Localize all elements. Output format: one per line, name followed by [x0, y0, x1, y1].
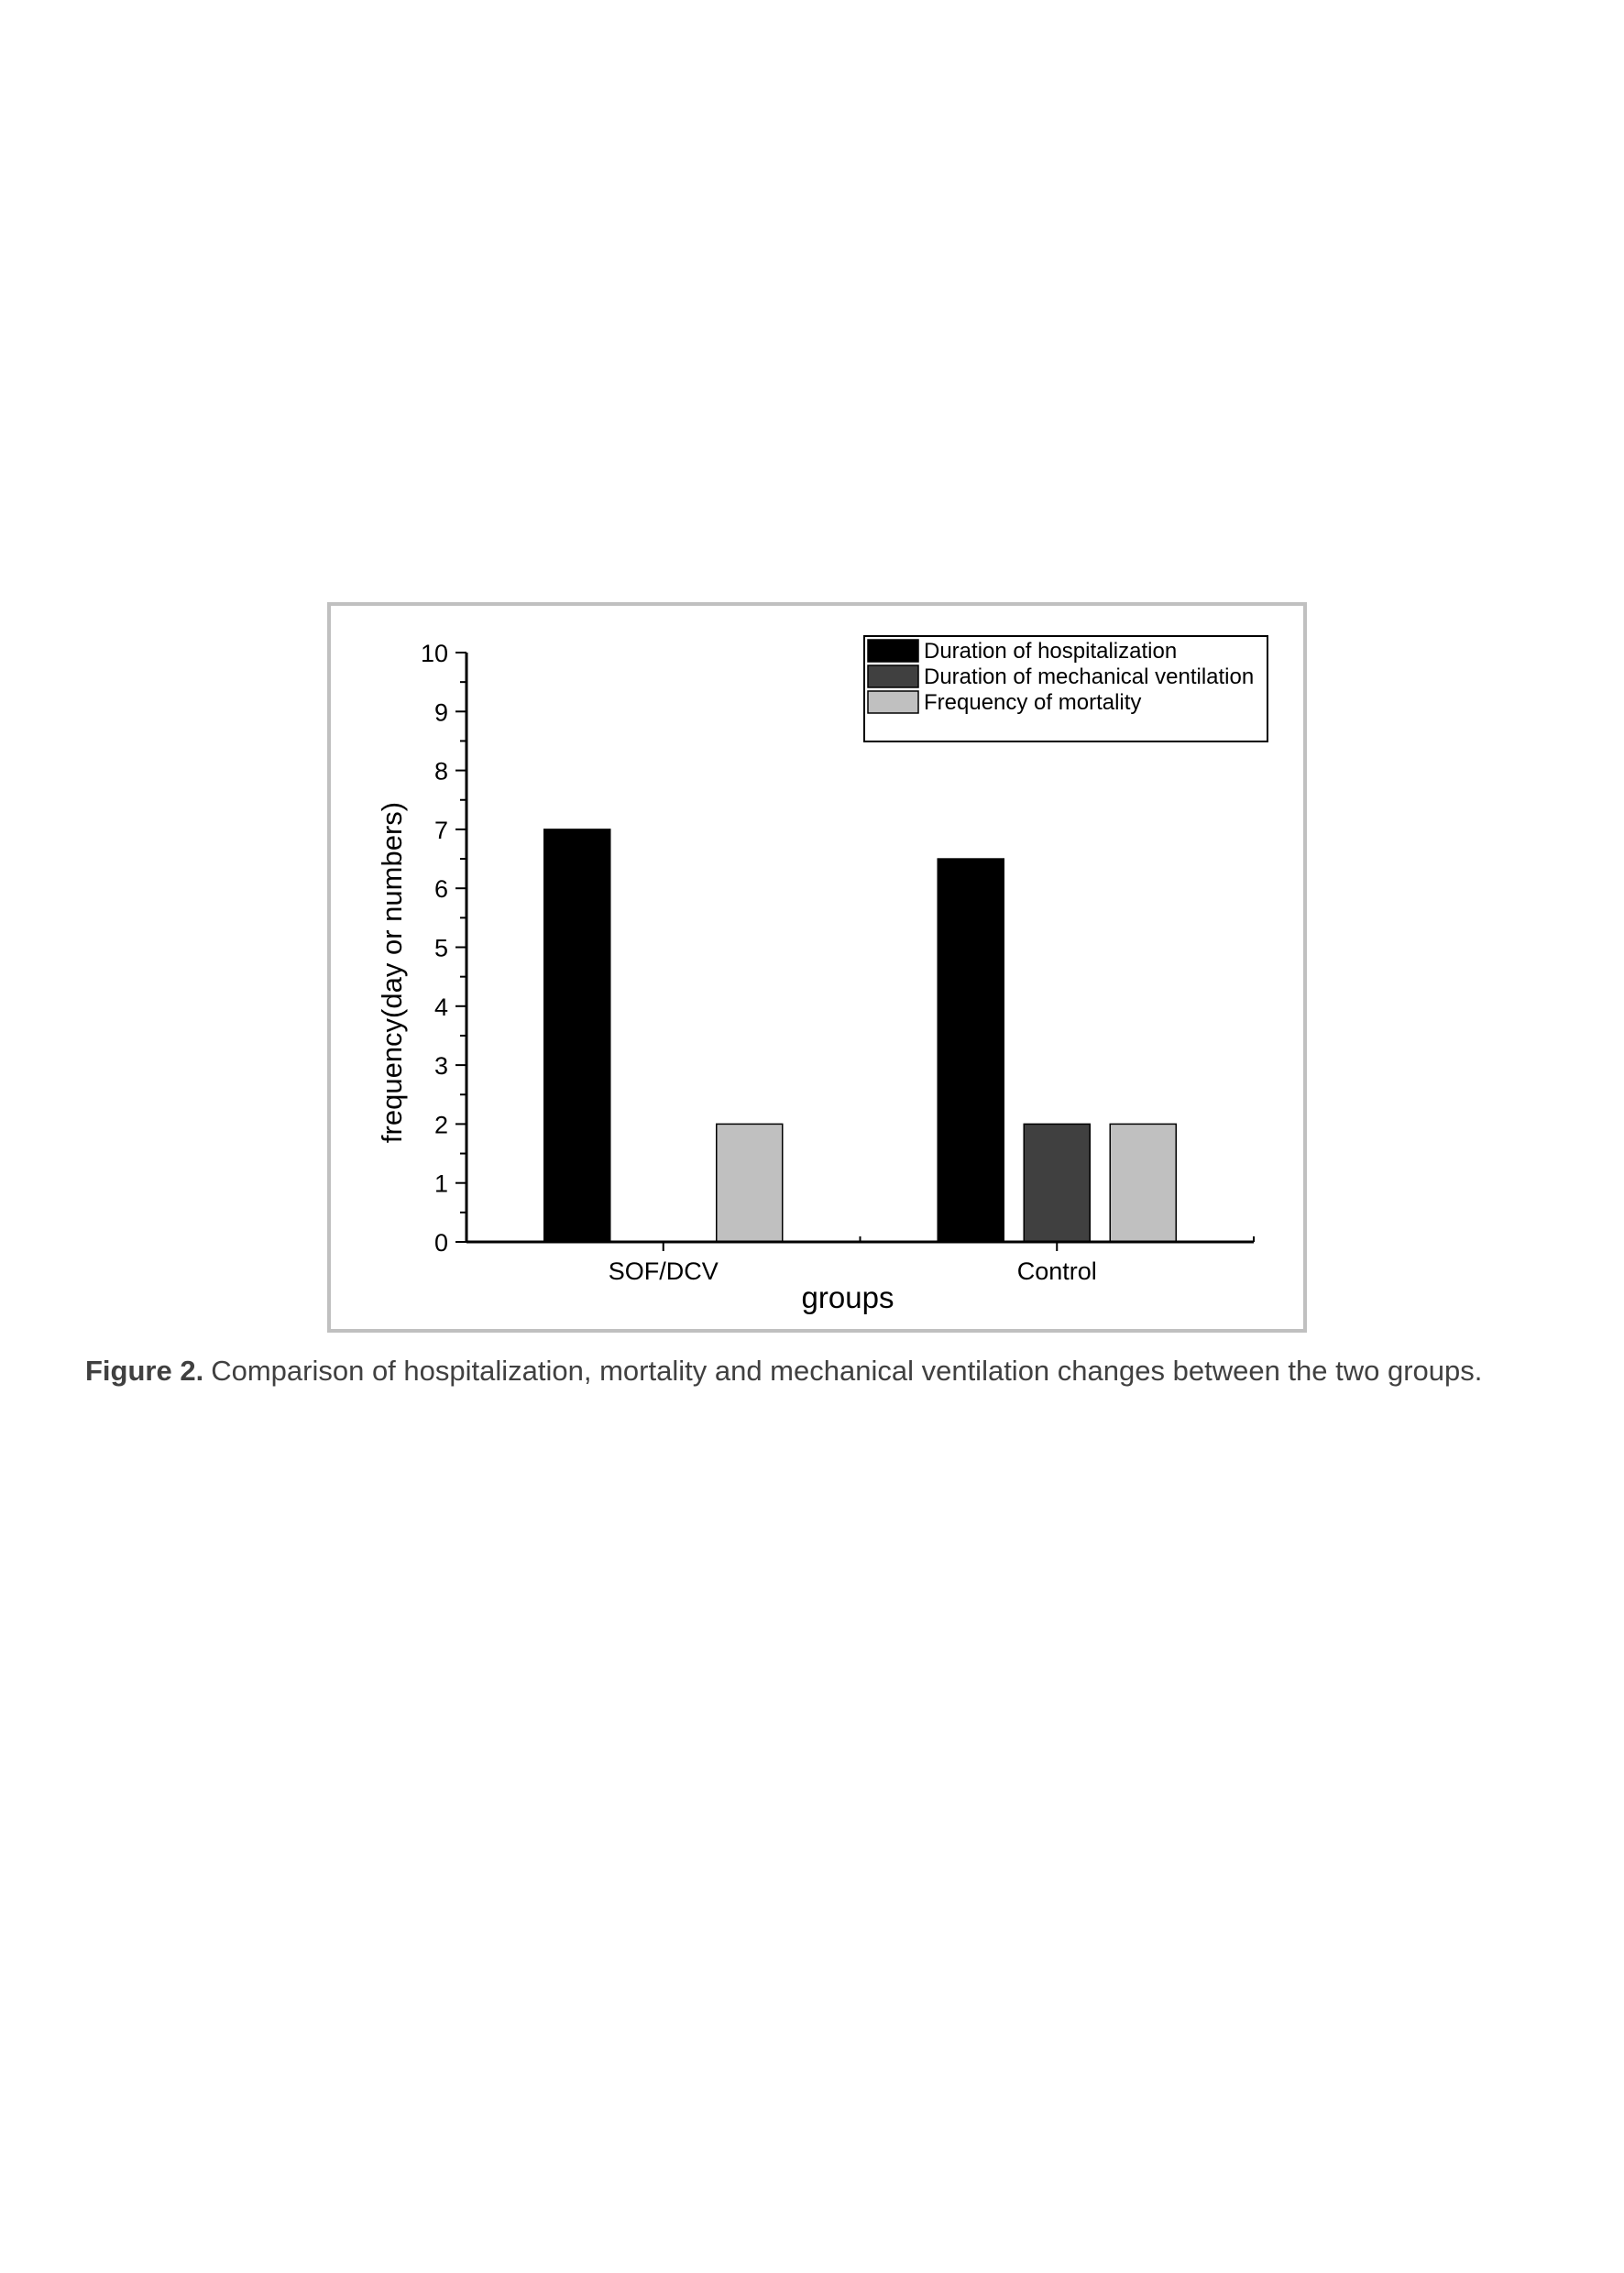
axes-layer: 0 1 2 3 4 5 6 7 8 9 10 SOF/DCV Control	[421, 640, 1255, 1285]
figure-caption: Figure 2. Comparison of hospitalization, …	[85, 1355, 1588, 1388]
y-tick-label: 5	[434, 935, 448, 962]
y-tick-label: 0	[434, 1229, 448, 1257]
caption-label: Figure 2.	[85, 1355, 204, 1387]
legend-box	[863, 635, 1268, 742]
y-tick-label: 4	[434, 994, 448, 1021]
bar	[1109, 1123, 1177, 1243]
bars-layer	[543, 829, 1177, 1243]
bar	[1023, 1123, 1091, 1243]
y-tick-label: 1	[434, 1170, 448, 1198]
legend-swatch	[867, 690, 919, 714]
y-tick-label: 9	[434, 698, 448, 726]
bar	[543, 829, 611, 1243]
legend-label: Frequency of mortality	[924, 690, 1141, 715]
legend-label: Duration of mechanical ventilation	[924, 664, 1254, 689]
y-tick-label: 2	[434, 1111, 448, 1138]
legend-swatch	[867, 664, 919, 688]
y-tick-label: 7	[434, 817, 448, 844]
y-tick-label: 6	[434, 875, 448, 903]
x-axis-label: groups	[802, 1280, 894, 1314]
bar	[937, 858, 1004, 1243]
x-tick-label: SOF/DCV	[609, 1257, 719, 1285]
y-tick-label: 8	[434, 758, 448, 785]
y-tick-label: 10	[421, 640, 448, 667]
y-axis-label: frequency(day or numbers)	[376, 802, 408, 1143]
figure-frame: 0 1 2 3 4 5 6 7 8 9 10 SOF/DCV Control frequency(day…	[327, 602, 1307, 1333]
legend-swatch	[867, 639, 919, 663]
bar-chart: 0 1 2 3 4 5 6 7 8 9 10 SOF/DCV Control frequency(day…	[376, 635, 1268, 1314]
x-tick-label: Control	[1017, 1257, 1097, 1285]
legend-label: Duration of hospitalization	[924, 639, 1177, 664]
y-tick-label: 3	[434, 1052, 448, 1080]
bar	[716, 1123, 784, 1243]
caption-text: Comparison of hospitalization, mortality…	[211, 1355, 1483, 1387]
